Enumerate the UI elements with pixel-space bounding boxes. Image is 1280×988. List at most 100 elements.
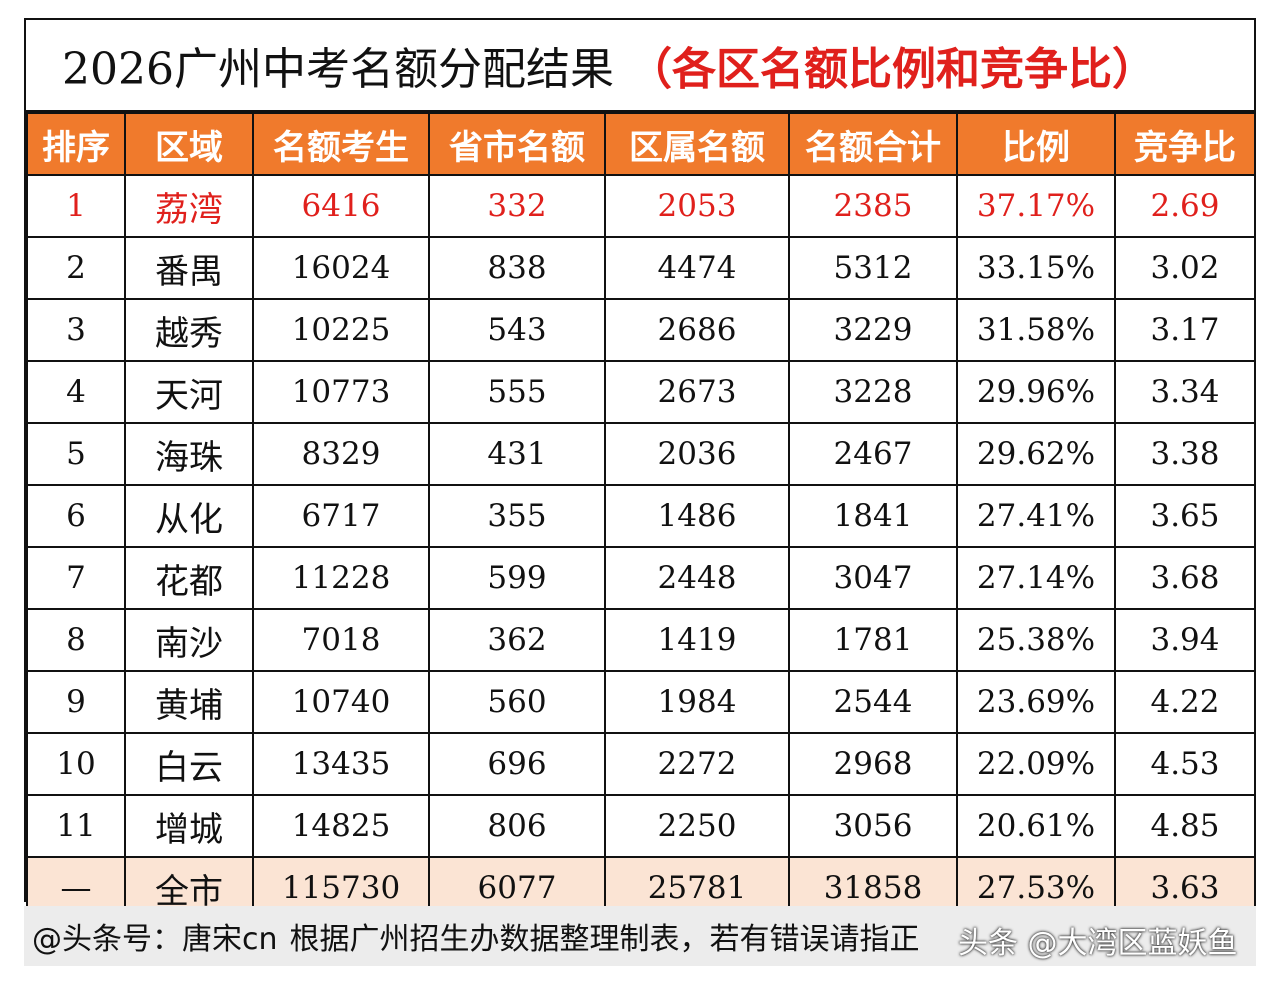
- header-area: 区域: [124, 112, 254, 176]
- cell-district-quota: 2448: [604, 546, 790, 610]
- cell-competition-ratio: 2.69: [1114, 174, 1256, 238]
- cell-competition-ratio: 3.34: [1114, 360, 1256, 424]
- cell-competition-ratio: 4.85: [1114, 794, 1256, 858]
- cell-rank: 1: [26, 174, 126, 238]
- cell-candidates: 8329: [252, 422, 430, 486]
- cell-district-quota: 2053: [604, 174, 790, 238]
- cell-ratio: 37.17%: [956, 174, 1116, 238]
- cell-provincial-quota: 560: [428, 670, 606, 734]
- cell-area: 花都: [124, 546, 254, 610]
- cell-competition-ratio: 4.53: [1114, 732, 1256, 796]
- table-row: 7 花都 11228 599 2448 3047 27.14% 3.68: [26, 546, 1256, 610]
- cell-candidates: 10740: [252, 670, 430, 734]
- cell-area: 天河: [124, 360, 254, 424]
- cell-quota-total: 1781: [788, 608, 958, 672]
- page-title: 2026广州中考名额分配结果 （各区名额比例和竞争比）: [26, 20, 1254, 112]
- cell-ratio: 20.61%: [956, 794, 1116, 858]
- cell-quota-total: 1841: [788, 484, 958, 548]
- quota-table: 排序 区域 名额考生 省市名额 区属名额 名额合计 比例 竞争比 1 荔湾 6416…: [26, 112, 1256, 920]
- table-row: 2 番禺 16024 838 4474 5312 33.15% 3.02: [26, 236, 1256, 300]
- footer-handle: @头条号：唐宋cn: [32, 922, 278, 957]
- cell-candidates: 10773: [252, 360, 430, 424]
- cell-quota-total: 3056: [788, 794, 958, 858]
- table-row: 10 白云 13435 696 2272 2968 22.09% 4.53: [26, 732, 1256, 796]
- cell-district-quota: 4474: [604, 236, 790, 300]
- cell-candidates: 13435: [252, 732, 430, 796]
- cell-candidates: 11228: [252, 546, 430, 610]
- cell-quota-total: 5312: [788, 236, 958, 300]
- cell-area: 越秀: [124, 298, 254, 362]
- cell-area: 荔湾: [124, 174, 254, 238]
- cell-candidates: 6717: [252, 484, 430, 548]
- cell-area: 从化: [124, 484, 254, 548]
- cell-candidates: 7018: [252, 608, 430, 672]
- header-candidates: 名额考生: [252, 112, 430, 176]
- cell-rank: 8: [26, 608, 126, 672]
- cell-candidates: 16024: [252, 236, 430, 300]
- cell-candidates: 10225: [252, 298, 430, 362]
- cell-district-quota: 1984: [604, 670, 790, 734]
- cell-provincial-quota: 599: [428, 546, 606, 610]
- cell-rank: 4: [26, 360, 126, 424]
- cell-competition-ratio: 3.68: [1114, 546, 1256, 610]
- cell-provincial-quota: 332: [428, 174, 606, 238]
- cell-provincial-quota: 838: [428, 236, 606, 300]
- cell-competition-ratio: 3.94: [1114, 608, 1256, 672]
- header-provincial-quota: 省市名额: [428, 112, 606, 176]
- cell-area: 南沙: [124, 608, 254, 672]
- cell-quota-total: 2385: [788, 174, 958, 238]
- cell-ratio: 22.09%: [956, 732, 1116, 796]
- cell-candidates: 14825: [252, 794, 430, 858]
- cell-rank: 6: [26, 484, 126, 548]
- cell-competition-ratio: 3.65: [1114, 484, 1256, 548]
- cell-district-quota: 2272: [604, 732, 790, 796]
- cell-candidates: 6416: [252, 174, 430, 238]
- cell-area: 海珠: [124, 422, 254, 486]
- table-row: 8 南沙 7018 362 1419 1781 25.38% 3.94: [26, 608, 1256, 672]
- table-row: 11 增城 14825 806 2250 3056 20.61% 4.85: [26, 794, 1256, 858]
- cell-district-quota: 2686: [604, 298, 790, 362]
- cell-provincial-quota: 806: [428, 794, 606, 858]
- cell-district-quota: 1486: [604, 484, 790, 548]
- cell-quota-total: 3229: [788, 298, 958, 362]
- cell-rank: 3: [26, 298, 126, 362]
- cell-rank: 2: [26, 236, 126, 300]
- table-row: 4 天河 10773 555 2673 3228 29.96% 3.34: [26, 360, 1256, 424]
- cell-ratio: 23.69%: [956, 670, 1116, 734]
- cell-district-quota: 1419: [604, 608, 790, 672]
- table-row: 1 荔湾 6416 332 2053 2385 37.17% 2.69: [26, 174, 1256, 238]
- cell-quota-total: 3228: [788, 360, 958, 424]
- header-competition-ratio: 竞争比: [1114, 112, 1256, 176]
- cell-area: 增城: [124, 794, 254, 858]
- cell-provincial-quota: 555: [428, 360, 606, 424]
- cell-rank: 11: [26, 794, 126, 858]
- cell-ratio: 33.15%: [956, 236, 1116, 300]
- cell-rank: 7: [26, 546, 126, 610]
- source-footer: @头条号：唐宋cn 根据广州招生办数据整理制表，若有错误请指正: [24, 906, 1256, 966]
- cell-district-quota: 2673: [604, 360, 790, 424]
- header-quota-total: 名额合计: [788, 112, 958, 176]
- cell-area: 白云: [124, 732, 254, 796]
- footer-credit: 根据广州招生办数据整理制表，若有错误请指正: [289, 922, 920, 957]
- cell-competition-ratio: 3.17: [1114, 298, 1256, 362]
- table-row: 5 海珠 8329 431 2036 2467 29.62% 3.38: [26, 422, 1256, 486]
- cell-area: 番禺: [124, 236, 254, 300]
- table-row: 9 黄埔 10740 560 1984 2544 23.69% 4.22: [26, 670, 1256, 734]
- table-frame: 2026广州中考名额分配结果 （各区名额比例和竞争比） 排序 区域 名额考生 省…: [24, 18, 1256, 920]
- cell-district-quota: 2250: [604, 794, 790, 858]
- cell-ratio: 31.58%: [956, 298, 1116, 362]
- header-district-quota: 区属名额: [604, 112, 790, 176]
- cell-provincial-quota: 431: [428, 422, 606, 486]
- cell-rank: 5: [26, 422, 126, 486]
- cell-ratio: 29.62%: [956, 422, 1116, 486]
- cell-ratio: 29.96%: [956, 360, 1116, 424]
- table-row: 6 从化 6717 355 1486 1841 27.41% 3.65: [26, 484, 1256, 548]
- header-ratio: 比例: [956, 112, 1116, 176]
- cell-district-quota: 2036: [604, 422, 790, 486]
- cell-quota-total: 3047: [788, 546, 958, 610]
- cell-provincial-quota: 355: [428, 484, 606, 548]
- title-main: 2026广州中考名额分配结果: [62, 44, 614, 95]
- watermark: 头条 @大湾区蓝妖鱼: [958, 926, 1238, 961]
- cell-quota-total: 2544: [788, 670, 958, 734]
- table-header-row: 排序 区域 名额考生 省市名额 区属名额 名额合计 比例 竞争比: [26, 112, 1256, 176]
